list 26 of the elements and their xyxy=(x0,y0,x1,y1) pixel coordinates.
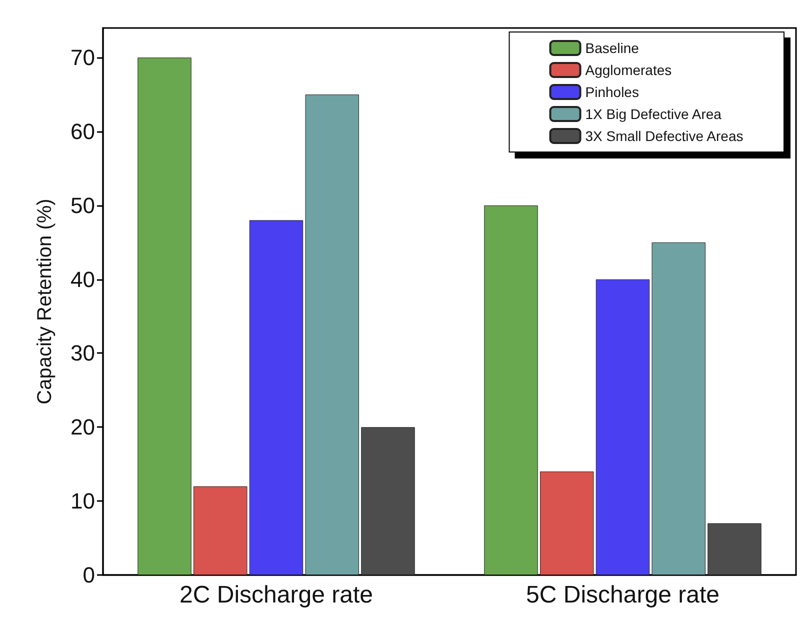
x-tick-label: 2C Discharge rate xyxy=(180,582,373,608)
bar xyxy=(249,220,304,575)
bar xyxy=(305,94,359,575)
x-tick-label: 5C Discharge rate xyxy=(526,582,720,608)
bar xyxy=(194,486,248,575)
y-tick-label: 60 xyxy=(70,118,95,144)
bar xyxy=(540,472,594,575)
legend-label: 1X Big Defective Area xyxy=(585,106,722,122)
bar xyxy=(652,242,706,575)
y-axis-title: Capacity Retention (%) xyxy=(34,198,56,404)
bar xyxy=(484,205,538,575)
bar xyxy=(708,523,762,575)
legend-label: Pinholes xyxy=(585,84,639,100)
legend-label: Baseline xyxy=(585,40,640,56)
y-tick-label: 10 xyxy=(70,488,95,514)
bar xyxy=(596,279,650,575)
y-tick-label: 20 xyxy=(70,414,95,440)
bar xyxy=(138,58,192,575)
y-tick-label: 0 xyxy=(82,562,95,588)
y-tick-label: 70 xyxy=(70,45,95,70)
legend-label: Agglomerates xyxy=(585,62,672,78)
y-tick-label: 30 xyxy=(70,340,95,366)
y-tick-label: 50 xyxy=(70,192,95,218)
y-tick-label: 40 xyxy=(70,266,95,292)
legend-label: 3X Small Defective Areas xyxy=(585,128,744,144)
bar xyxy=(361,427,415,575)
